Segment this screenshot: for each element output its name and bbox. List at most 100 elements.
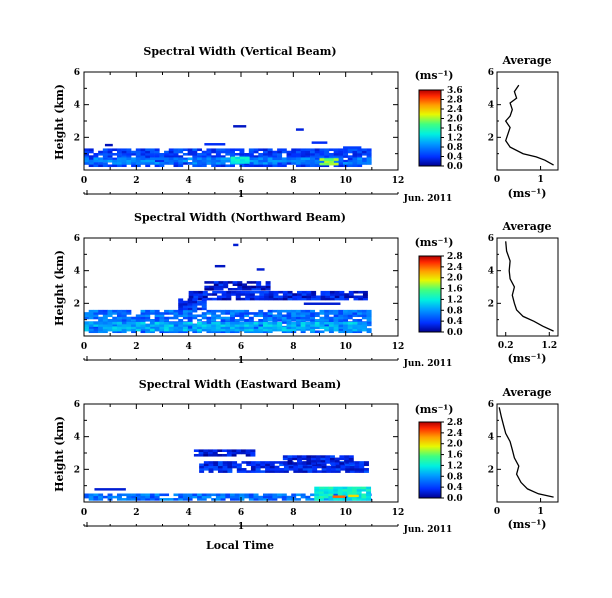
heatmap-cell xyxy=(279,468,285,471)
heatmap-cell xyxy=(310,155,316,158)
heatmap-cell xyxy=(281,309,287,313)
heatmap-cell xyxy=(314,486,320,490)
heatmap-cell xyxy=(347,309,353,313)
heatmap-cell xyxy=(234,493,240,497)
heatmap-cell xyxy=(164,312,170,315)
heatmap-cell xyxy=(234,495,240,499)
heatmap-cell xyxy=(178,307,184,311)
heatmap-cell xyxy=(286,495,292,499)
heatmap-cell xyxy=(262,316,268,320)
heatmap-cell xyxy=(281,330,287,334)
heatmap-cell xyxy=(135,493,141,497)
heatmap-cell xyxy=(319,148,325,152)
heatmap-cell xyxy=(333,321,339,324)
heatmap-cell xyxy=(234,324,240,327)
heatmap-cell xyxy=(93,493,99,497)
heatmap-cell xyxy=(310,319,316,322)
heatmap-cell xyxy=(140,153,146,156)
heatmap-cell xyxy=(102,153,108,156)
heatmap-cell xyxy=(215,153,221,156)
heatmap-cell xyxy=(291,493,297,497)
heatmap-cell xyxy=(265,470,271,473)
heatmap-cell xyxy=(197,319,203,322)
heatmap-cell xyxy=(319,158,325,161)
heatmap-cell xyxy=(245,449,251,452)
heatmap-cell xyxy=(227,463,233,467)
heatmap-cell xyxy=(250,468,256,471)
heatmap-cell xyxy=(188,293,194,296)
date-label: Jun. 2011 xyxy=(403,194,453,204)
heatmap-cell xyxy=(319,319,325,322)
heatmap-cell xyxy=(159,330,165,334)
heatmap-cell xyxy=(121,161,127,165)
heatmap-cell xyxy=(296,459,302,463)
heatmap-cell xyxy=(236,468,242,471)
heatmap-cell xyxy=(201,305,207,308)
heatmap-cell xyxy=(344,295,350,299)
heatmap-cell xyxy=(149,324,155,327)
heatmap-cell xyxy=(291,316,297,320)
heatmap-cell xyxy=(267,316,273,320)
heatmap-cell xyxy=(197,495,203,499)
heatmap-cell xyxy=(145,323,151,327)
heatmap-cell xyxy=(203,468,209,471)
colorbar-tick-label: 1.6 xyxy=(447,451,463,461)
heatmap-cell xyxy=(314,148,320,152)
heatmap-cell xyxy=(292,457,298,461)
heatmap-cell xyxy=(323,488,329,492)
heatmap-cell xyxy=(344,459,350,463)
heatmap-cell xyxy=(230,161,236,164)
heatmap-cell xyxy=(231,453,237,457)
heatmap-cell xyxy=(248,324,254,327)
heatmap-cell xyxy=(182,312,188,315)
heatmap-cell xyxy=(240,297,246,301)
heatmap-cell xyxy=(225,328,231,332)
heatmap-cell xyxy=(262,498,268,501)
heatmap-cell xyxy=(320,297,326,301)
heatmap-cell xyxy=(262,314,268,318)
colorbar-tick-label: 0.4 xyxy=(447,153,463,163)
heatmap-cell xyxy=(107,326,113,330)
heatmap-cell xyxy=(300,159,306,163)
heatmap-cell xyxy=(366,323,372,327)
heatmap-cell xyxy=(295,164,301,168)
heatmap-cell xyxy=(168,155,174,158)
heatmap-cell xyxy=(339,455,345,458)
heatmap-cell xyxy=(232,287,238,291)
heatmap-cell xyxy=(173,312,179,315)
heatmap-cell xyxy=(366,314,372,318)
heatmap-cell xyxy=(245,451,251,455)
heatmap-cell xyxy=(272,155,278,158)
heatmap-cell xyxy=(347,316,353,320)
colorbar-tick-label: 2.4 xyxy=(447,105,463,115)
heatmap-cell xyxy=(206,493,212,497)
heatmap-cell xyxy=(302,463,308,467)
heatmap-cell xyxy=(201,159,207,163)
heatmap-cell xyxy=(324,312,330,315)
heatmap-cell xyxy=(215,316,221,320)
heatmap-cell xyxy=(182,314,188,318)
heatmap-cell xyxy=(168,309,174,313)
heatmap-cell xyxy=(347,498,353,501)
heatmap-cell xyxy=(339,293,345,296)
heatmap-cell xyxy=(361,153,367,156)
heatmap-cell xyxy=(295,316,301,320)
heatmap-cell xyxy=(348,293,354,296)
heatmap-cell xyxy=(102,326,108,330)
heatmap-cell xyxy=(305,316,311,320)
heatmap-cell xyxy=(164,309,170,313)
heatmap-cell xyxy=(207,293,213,296)
heatmap-cell xyxy=(321,461,327,464)
heatmap-cell xyxy=(208,465,214,469)
heatmap-cell xyxy=(234,153,240,156)
average-xlabel: (ms⁻¹) xyxy=(508,352,547,365)
heatmap-cell xyxy=(227,468,233,471)
heatmap-cell xyxy=(265,465,271,469)
heatmap-cell xyxy=(112,312,118,315)
heatmap-cell xyxy=(296,295,302,299)
heatmap-cell xyxy=(292,293,298,296)
heatmap-cell xyxy=(230,321,235,325)
heatmap-cell xyxy=(187,305,193,308)
heatmap-cell xyxy=(206,326,212,330)
heatmap-cell xyxy=(262,326,268,330)
